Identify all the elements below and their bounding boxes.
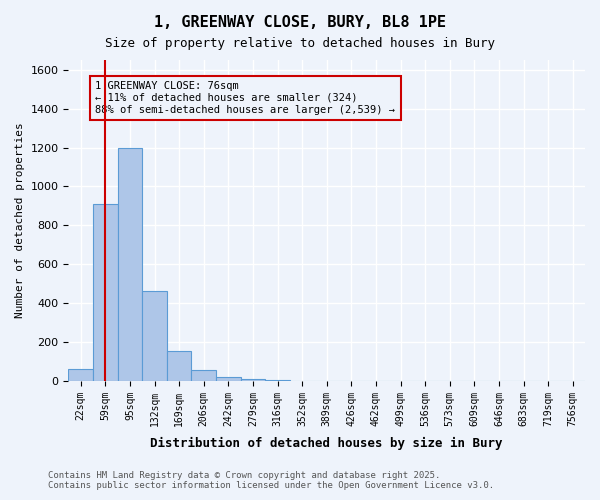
Text: Size of property relative to detached houses in Bury: Size of property relative to detached ho… xyxy=(105,38,495,51)
Text: Contains HM Land Registry data © Crown copyright and database right 2025.
Contai: Contains HM Land Registry data © Crown c… xyxy=(48,470,494,490)
Text: 1 GREENWAY CLOSE: 76sqm
← 11% of detached houses are smaller (324)
88% of semi-d: 1 GREENWAY CLOSE: 76sqm ← 11% of detache… xyxy=(95,82,395,114)
Y-axis label: Number of detached properties: Number of detached properties xyxy=(15,122,25,318)
Bar xyxy=(142,292,167,381)
Bar xyxy=(167,350,191,381)
Bar xyxy=(216,377,241,381)
Bar xyxy=(265,380,290,381)
X-axis label: Distribution of detached houses by size in Bury: Distribution of detached houses by size … xyxy=(151,437,503,450)
Bar xyxy=(118,148,142,381)
Bar xyxy=(191,370,216,381)
Bar xyxy=(241,379,265,381)
Bar xyxy=(93,204,118,381)
Bar xyxy=(68,369,93,381)
Text: 1, GREENWAY CLOSE, BURY, BL8 1PE: 1, GREENWAY CLOSE, BURY, BL8 1PE xyxy=(154,15,446,30)
